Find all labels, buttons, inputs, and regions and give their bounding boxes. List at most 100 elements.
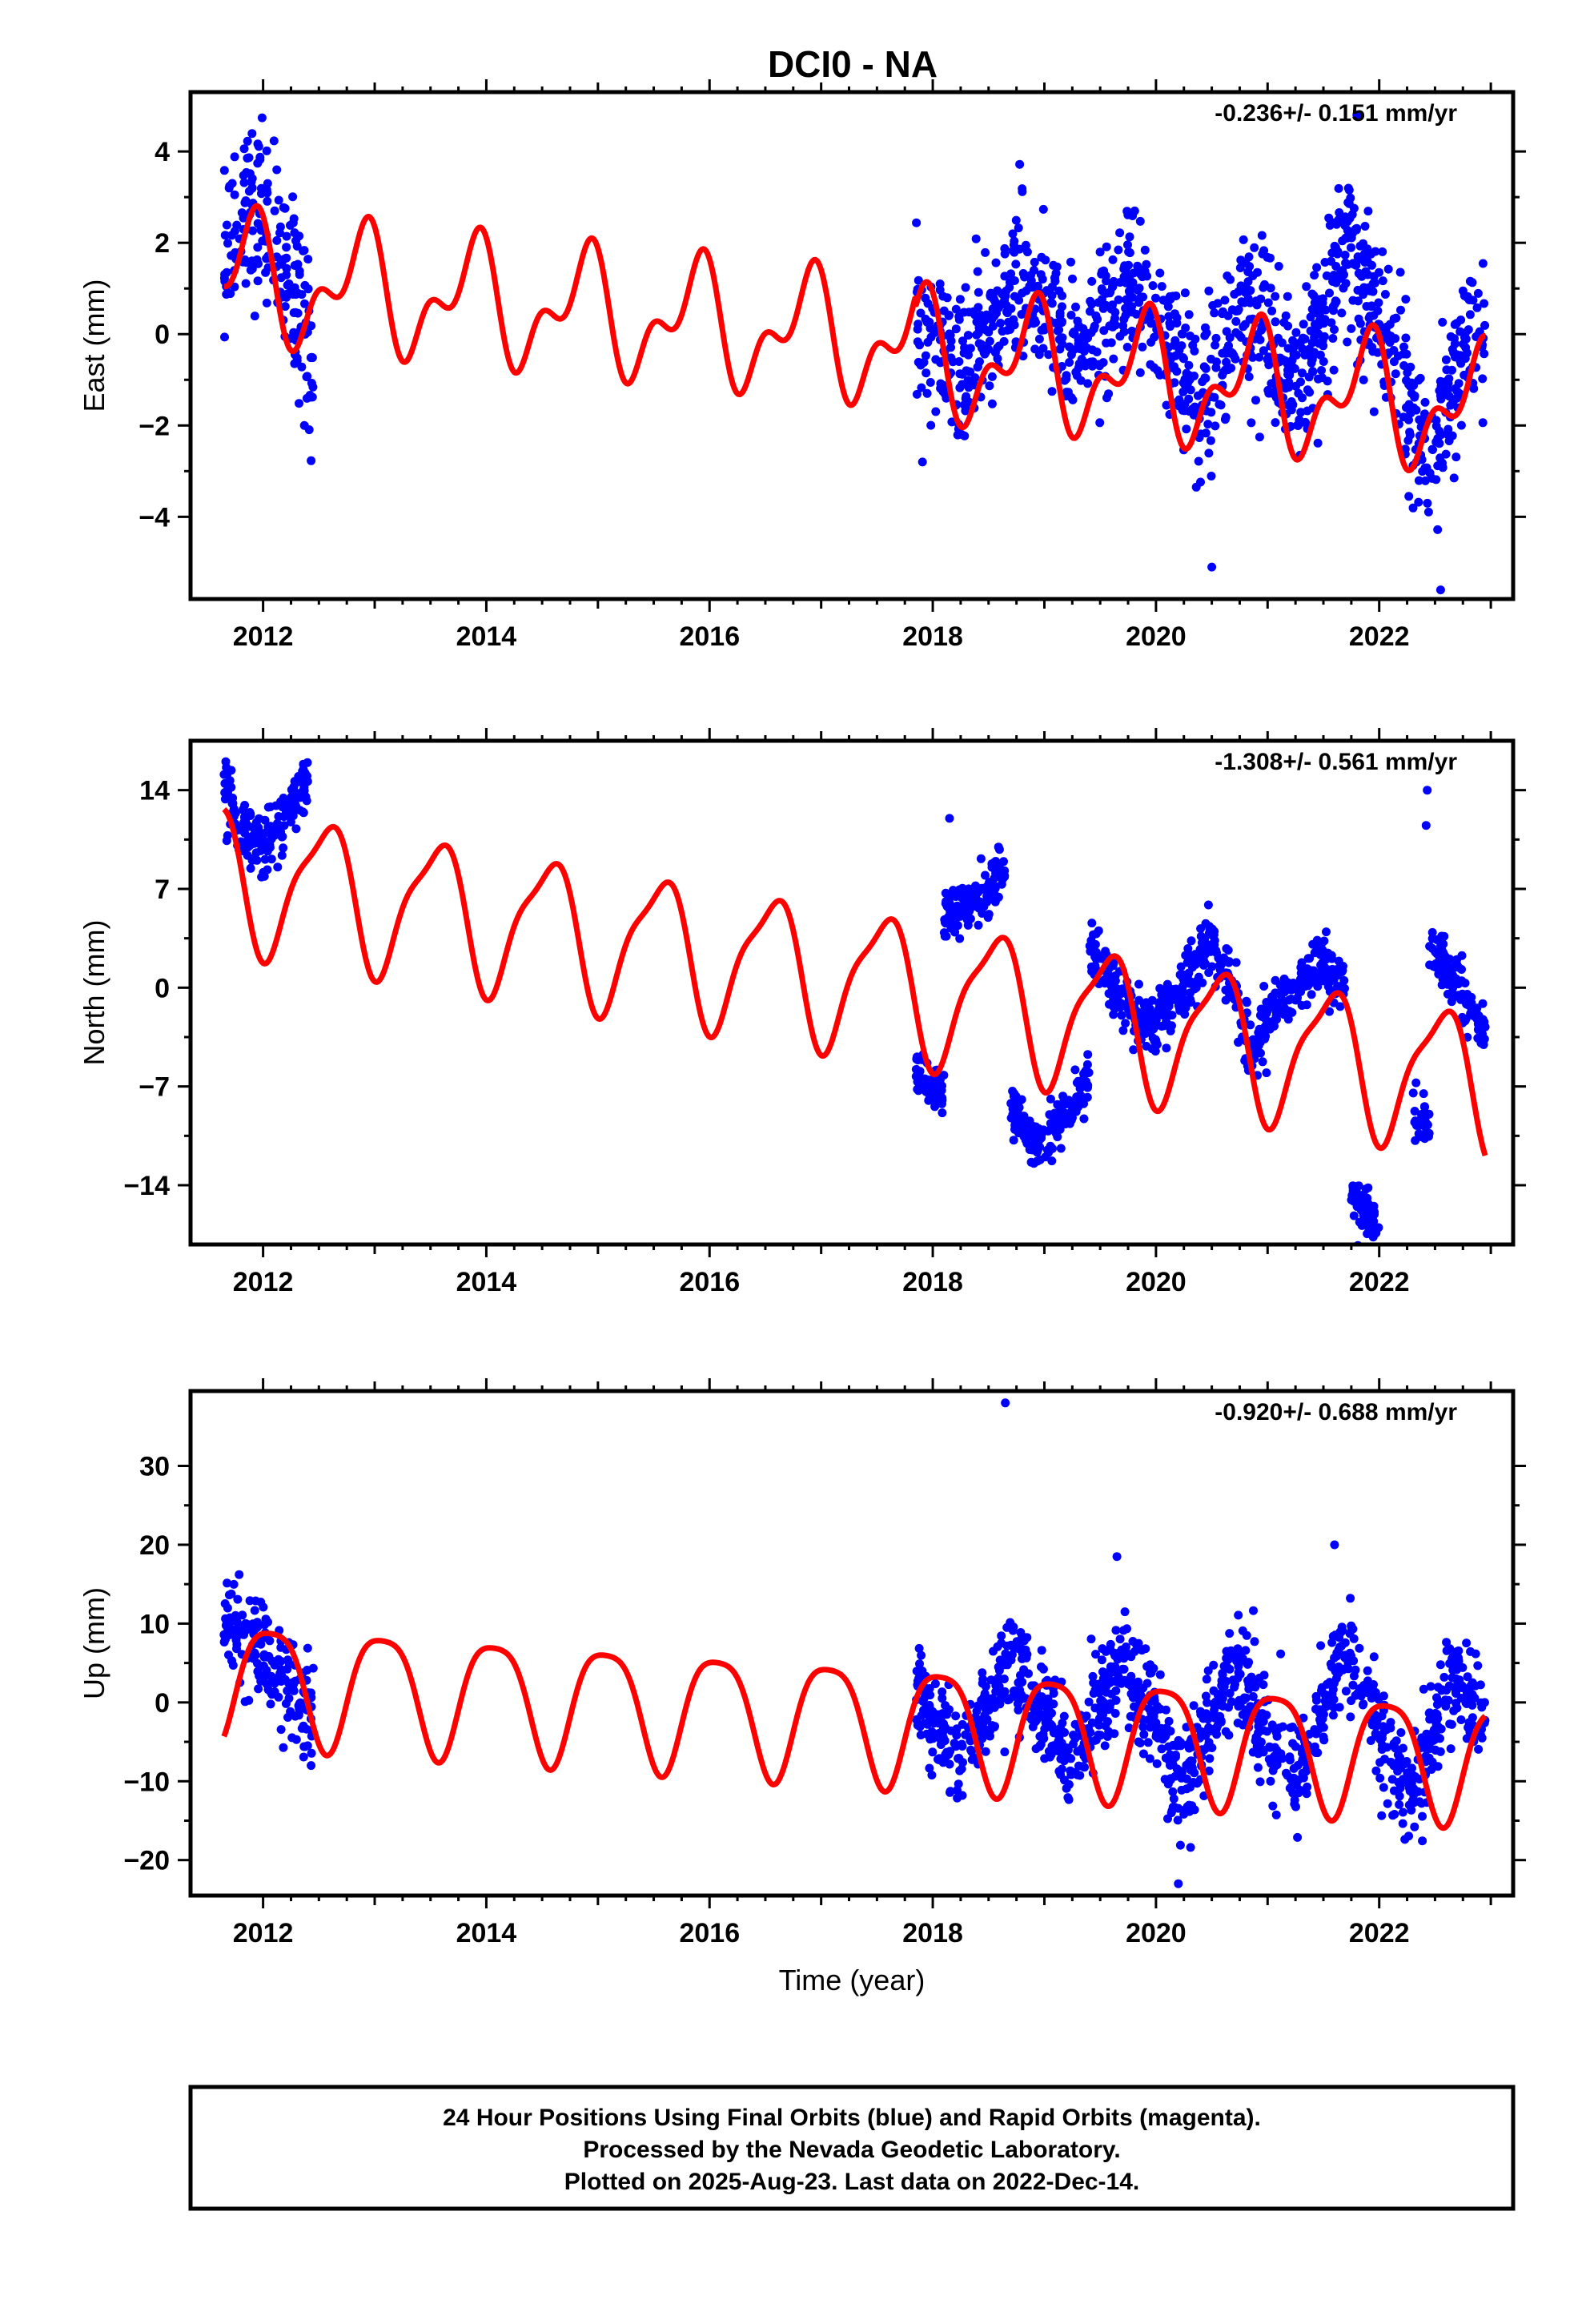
data-point [1087, 1718, 1097, 1727]
data-point [280, 302, 290, 312]
data-point [1243, 267, 1253, 276]
data-point [300, 299, 309, 308]
data-point [1329, 975, 1339, 984]
north-y-axis: −14 −7 0 7 14 [123, 776, 1526, 1201]
data-point [252, 255, 262, 264]
data-point [1225, 1688, 1235, 1698]
data-point [1374, 298, 1383, 308]
data-point [1262, 1068, 1271, 1078]
data-point [1169, 340, 1178, 350]
data-point [1328, 334, 1338, 343]
data-point [1011, 1690, 1020, 1699]
data-point [1025, 281, 1034, 291]
data-point [1138, 342, 1147, 352]
data-point [1276, 1649, 1286, 1659]
data-point [266, 802, 275, 811]
data-point [261, 267, 271, 277]
data-point [1018, 1631, 1027, 1641]
data-point [1177, 971, 1186, 981]
east-y-axis-label: East (mm) [78, 279, 110, 412]
data-point [991, 258, 1001, 267]
data-point [1259, 246, 1269, 255]
data-point [1247, 418, 1256, 428]
data-point [1456, 1715, 1466, 1724]
data-point [1466, 1681, 1476, 1691]
data-point [1083, 1050, 1093, 1059]
data-point [941, 1751, 950, 1761]
data-point [1348, 1183, 1358, 1192]
x-tick-label: 2016 [679, 1267, 740, 1297]
data-point [1296, 968, 1306, 978]
data-point [1457, 1681, 1467, 1691]
data-point [1274, 262, 1283, 271]
data-point [1083, 1080, 1093, 1090]
data-point [1453, 351, 1463, 360]
data-point [1056, 1747, 1066, 1757]
data-point [1207, 962, 1217, 971]
data-point [252, 855, 262, 865]
data-point [223, 1578, 232, 1588]
data-point [1419, 1089, 1428, 1099]
data-point [1088, 361, 1097, 371]
data-point [1135, 368, 1145, 377]
data-point [1478, 374, 1488, 384]
data-point [1179, 354, 1188, 364]
data-point [998, 327, 1007, 336]
data-point [1063, 1793, 1073, 1803]
data-point [1274, 333, 1283, 343]
data-point [1110, 1003, 1120, 1012]
data-point [1009, 315, 1018, 324]
data-point [951, 1711, 961, 1721]
data-point [958, 1791, 967, 1800]
data-point [1105, 288, 1114, 298]
data-point [1118, 321, 1128, 331]
data-point [1366, 286, 1375, 296]
data-point [1363, 257, 1372, 266]
data-point [1114, 245, 1123, 255]
data-point [912, 1667, 921, 1676]
data-point [1130, 1647, 1139, 1656]
data-point [1160, 296, 1170, 305]
data-point [1460, 370, 1469, 380]
data-point [1065, 342, 1074, 352]
data-point [925, 1684, 934, 1693]
data-point [262, 146, 271, 155]
data-point [299, 808, 308, 818]
data-point [912, 218, 921, 227]
data-point [1104, 1727, 1114, 1736]
data-point [1420, 397, 1430, 407]
data-point [1327, 318, 1336, 328]
data-point [1414, 497, 1423, 507]
data-point [1346, 1712, 1355, 1722]
data-point [1221, 412, 1231, 422]
data-point [1033, 283, 1042, 292]
data-point [1280, 1003, 1290, 1013]
data-point [281, 1699, 291, 1708]
data-point [935, 279, 945, 288]
data-point [1303, 1782, 1312, 1791]
data-point [247, 1625, 256, 1634]
x-tick-label: 2014 [456, 1918, 517, 1948]
data-point [1104, 389, 1114, 399]
data-point [957, 1764, 966, 1774]
data-point [1013, 1097, 1022, 1107]
data-point [229, 1579, 239, 1589]
data-point [295, 1698, 305, 1707]
data-point [1239, 235, 1248, 244]
data-point [279, 843, 288, 853]
data-point [973, 267, 982, 276]
data-point [1073, 316, 1082, 326]
data-point [1031, 1122, 1041, 1132]
data-point [1079, 1114, 1089, 1124]
data-point [1246, 1020, 1255, 1030]
data-point [1455, 388, 1464, 398]
data-point [289, 1686, 299, 1695]
data-point [1168, 292, 1178, 301]
data-point [958, 336, 967, 346]
data-point [1127, 326, 1137, 336]
data-point [1224, 341, 1233, 351]
data-point [913, 337, 922, 347]
data-point [1396, 305, 1405, 315]
data-point [1040, 1754, 1050, 1763]
data-point [1135, 1689, 1145, 1698]
